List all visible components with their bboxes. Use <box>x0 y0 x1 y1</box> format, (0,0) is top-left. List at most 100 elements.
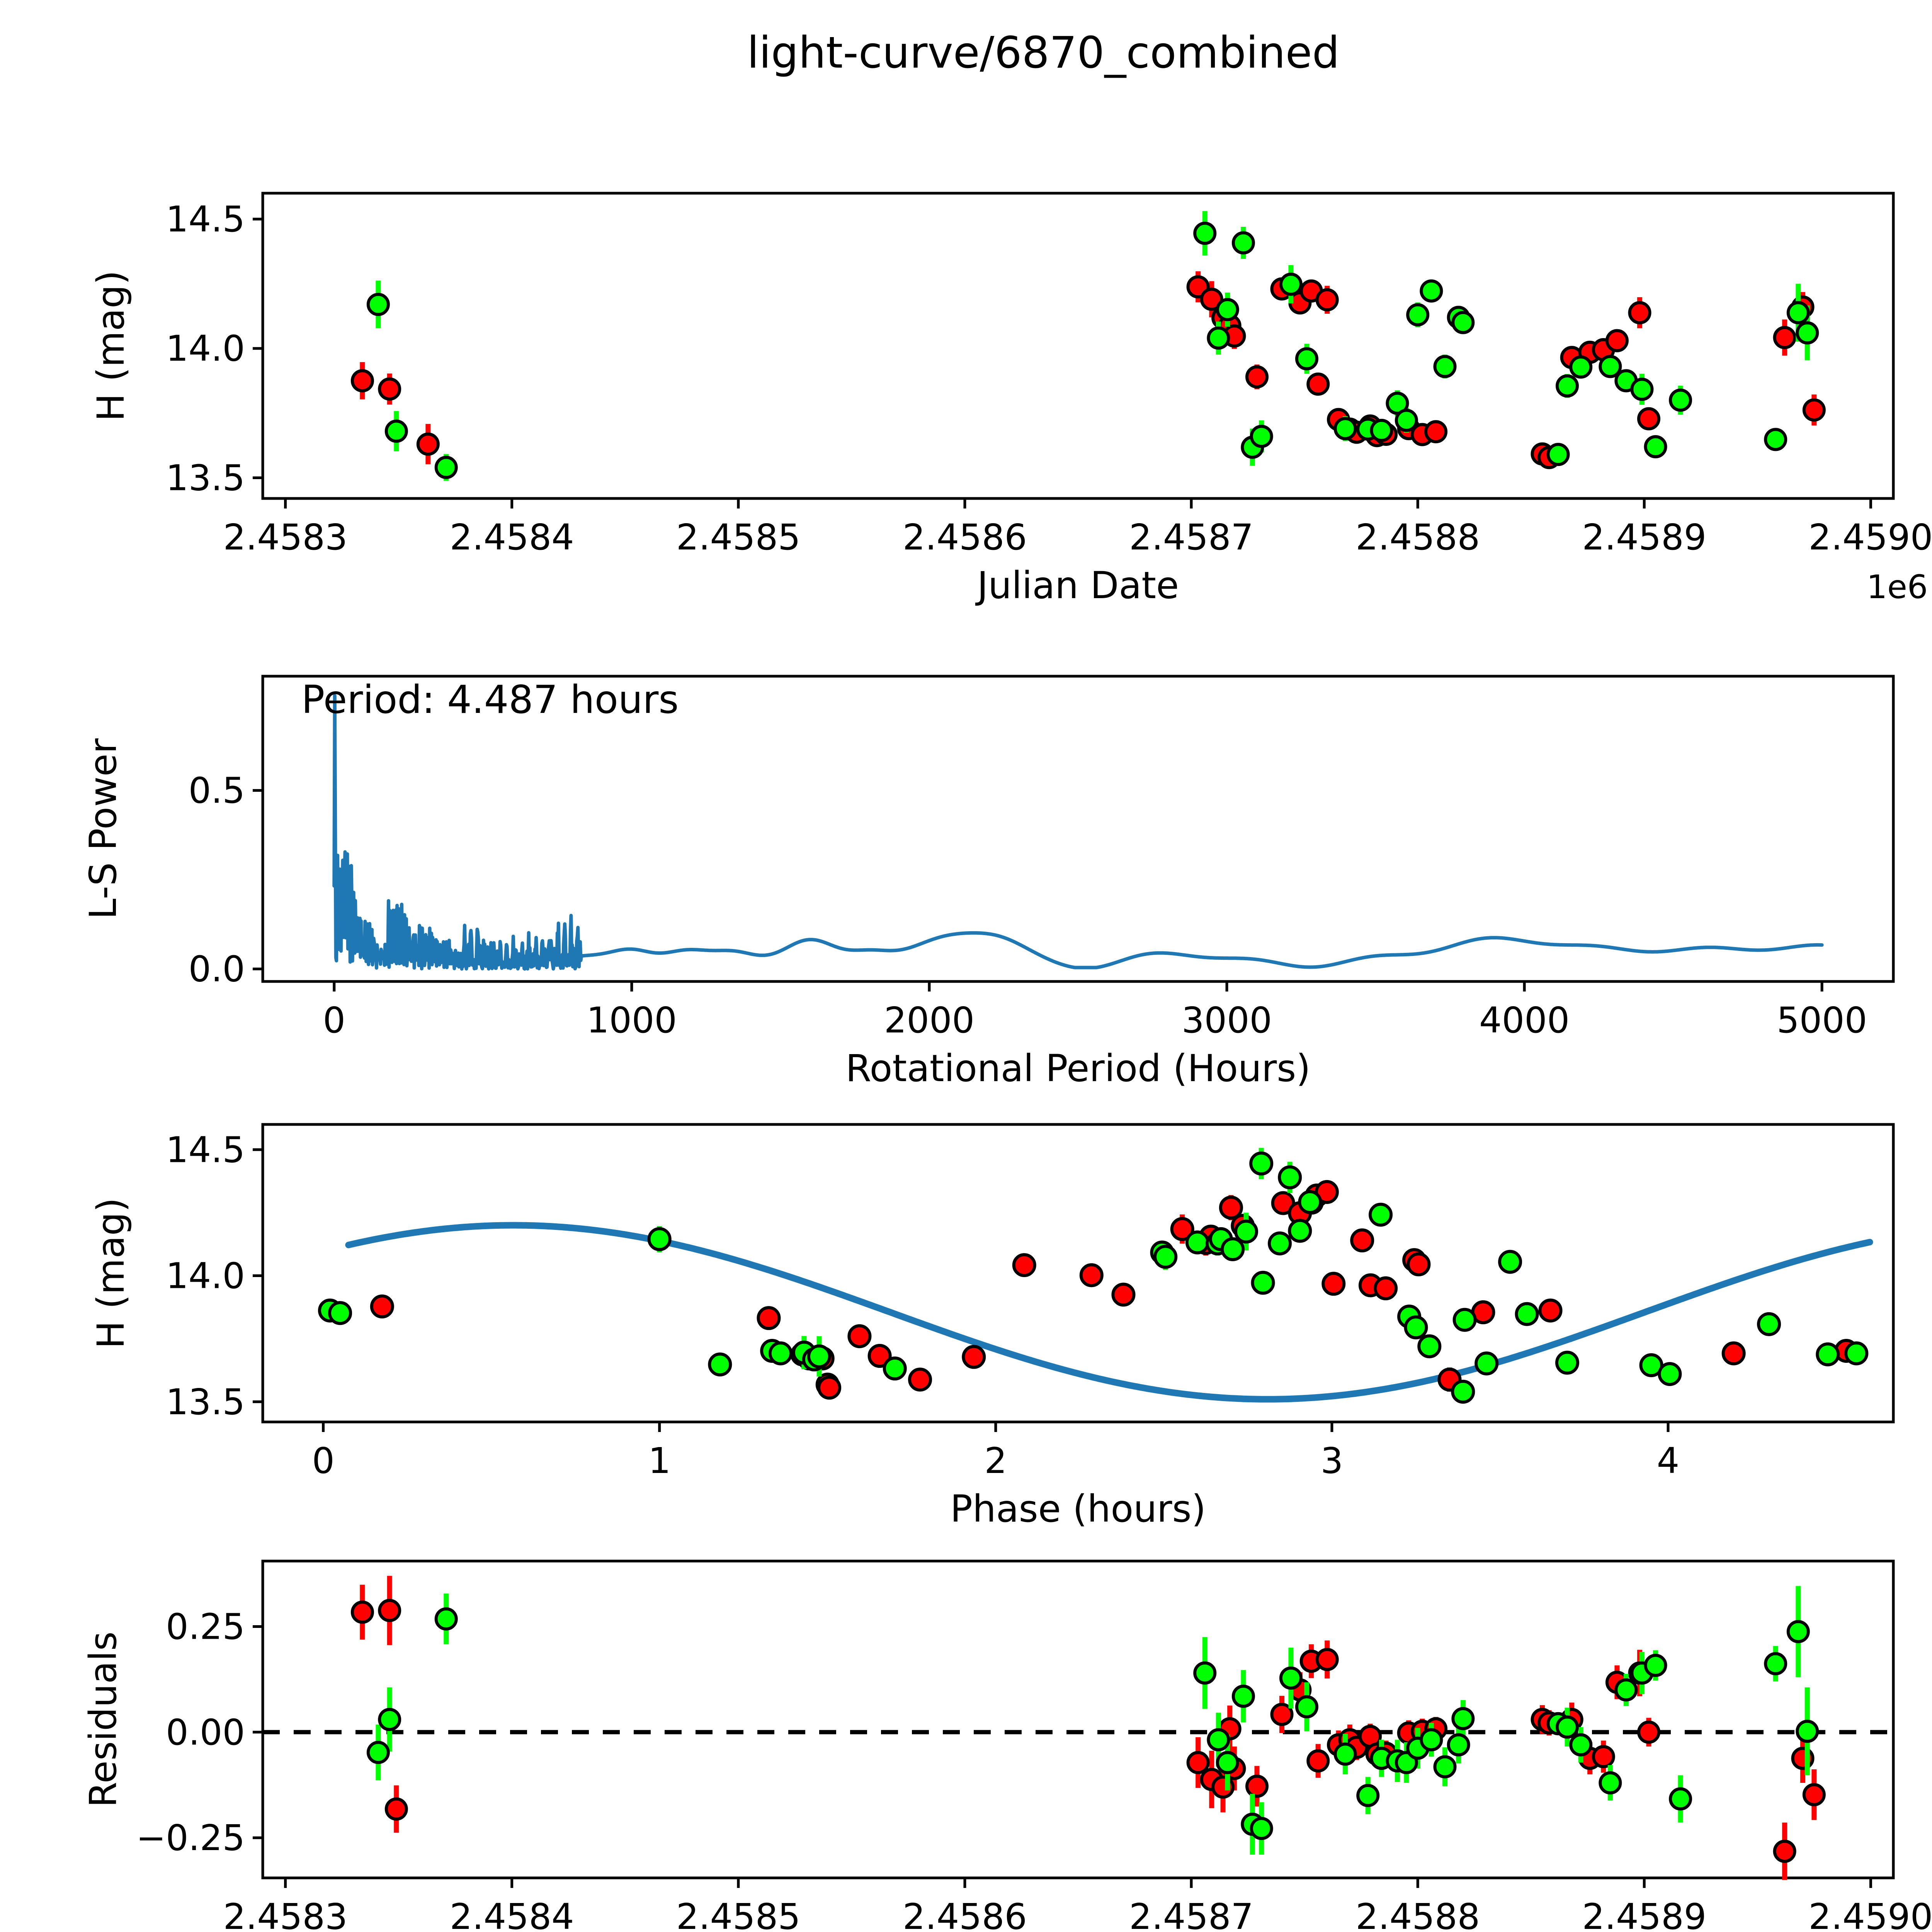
data-point <box>1796 321 1819 345</box>
plot-frame <box>261 1560 1895 1879</box>
y-tick-label: 13.5 <box>166 1381 245 1423</box>
data-point <box>1614 1678 1638 1702</box>
x-tick-label: 3 <box>1321 1440 1344 1481</box>
data-point <box>1278 1165 1302 1190</box>
data-point <box>434 1607 458 1631</box>
data-point <box>384 1797 408 1821</box>
data-point <box>1404 1315 1428 1340</box>
y-tick-label: 0.5 <box>189 770 245 811</box>
data-point <box>1251 1270 1275 1295</box>
data-point <box>1538 1298 1563 1323</box>
data-point <box>1250 425 1273 448</box>
data-point <box>1245 365 1269 389</box>
data-point <box>1306 372 1330 396</box>
data-point <box>350 1600 374 1624</box>
data-point <box>1669 388 1692 412</box>
data-point <box>1279 272 1303 296</box>
data-point <box>1268 1231 1292 1255</box>
data-point <box>1786 1620 1810 1643</box>
data-point <box>1628 301 1651 325</box>
data-point <box>1546 443 1570 466</box>
data-point <box>1802 398 1826 422</box>
data-point <box>962 1345 986 1369</box>
y-axis-label: H (mag) <box>89 270 133 422</box>
data-point <box>1630 378 1654 401</box>
data-point <box>1295 1695 1318 1719</box>
data-point <box>1515 1302 1539 1326</box>
data-point <box>1424 420 1448 444</box>
plot-frame <box>261 1123 1895 1423</box>
data-point <box>708 1352 732 1377</box>
data-point <box>378 1708 401 1731</box>
data-point <box>1200 287 1223 311</box>
x-tick-label: 1000 <box>587 1000 677 1041</box>
data-point <box>1605 329 1629 352</box>
data-point <box>1216 1751 1239 1774</box>
data-point <box>1796 1719 1819 1743</box>
data-point <box>1234 1219 1259 1244</box>
data-point <box>1757 1312 1781 1336</box>
data-point <box>1599 1771 1622 1794</box>
plot-frame <box>261 192 1895 500</box>
sinusoid-fit-line <box>345 1222 1873 1403</box>
y-axis-label: Residuals <box>82 1631 125 1807</box>
data-point <box>1288 1219 1312 1243</box>
data-point <box>1333 417 1357 440</box>
data-point <box>1637 1720 1660 1744</box>
data-point <box>1216 298 1239 321</box>
data-point <box>370 1294 394 1319</box>
x-tick-label: 2.4588 <box>1355 517 1480 558</box>
data-point <box>1721 1341 1746 1366</box>
y-axis-label: L-S Power <box>82 738 125 919</box>
x-tick-label: 2000 <box>884 1000 975 1041</box>
data-point <box>1356 1784 1380 1807</box>
data-point <box>1193 221 1217 245</box>
data-point <box>350 369 374 393</box>
data-point <box>1207 326 1230 350</box>
data-point <box>1637 407 1660 430</box>
data-point <box>1298 1190 1322 1214</box>
x-tick-label: 2.4583 <box>223 1896 348 1932</box>
x-tick-label: 5000 <box>1777 1000 1867 1041</box>
x-tick-label: 2.4584 <box>450 517 574 558</box>
x-tick-label: 2.4585 <box>676 517 801 558</box>
y-tick-label: 0.00 <box>166 1712 245 1753</box>
x-tick-label: 2.4590 <box>1808 1896 1932 1932</box>
data-point <box>1420 1728 1443 1752</box>
periodogram-line <box>332 694 1824 971</box>
x-tick-label: 2.4589 <box>1582 517 1706 558</box>
y-tick-label: 0.0 <box>189 949 245 990</box>
data-point <box>1592 1745 1615 1769</box>
data-point <box>1451 311 1475 334</box>
data-point <box>1249 1151 1274 1176</box>
data-point <box>1644 435 1667 459</box>
data-point <box>1452 1308 1477 1332</box>
data-point <box>1219 1196 1243 1220</box>
x-tick-label: 3000 <box>1182 1000 1272 1041</box>
data-point <box>1802 1783 1826 1806</box>
y-tick-label: 13.5 <box>166 457 245 498</box>
x-tick-label: 2.4585 <box>676 1896 801 1932</box>
x-tick-label: 2 <box>985 1440 1007 1481</box>
data-point <box>1315 288 1339 311</box>
panel-light-curve-time: 2.4583 2.4584 2.4585 2.4586 2.4587 2.4588 2.45… <box>0 166 1932 657</box>
data-point <box>1231 1684 1255 1708</box>
series-green <box>366 1586 1819 1855</box>
data-point <box>1012 1253 1036 1277</box>
data-point <box>1420 279 1443 303</box>
x-tick-label: 2.4587 <box>1129 517 1253 558</box>
data-point <box>1764 1652 1787 1675</box>
x-tick-label: 2.4590 <box>1808 517 1932 558</box>
data-point <box>1221 1237 1245 1262</box>
data-point <box>1250 1817 1273 1840</box>
data-point <box>1786 301 1810 325</box>
x-tick-label: 2.4588 <box>1355 1896 1480 1932</box>
data-point <box>768 1341 793 1366</box>
data-point <box>1406 303 1430 327</box>
data-point <box>1185 1230 1209 1255</box>
data-point <box>1193 1661 1217 1685</box>
x-tick-label: 4 <box>1657 1440 1680 1481</box>
y-tick-label: 14.0 <box>166 328 245 369</box>
data-point <box>1417 1334 1442 1359</box>
